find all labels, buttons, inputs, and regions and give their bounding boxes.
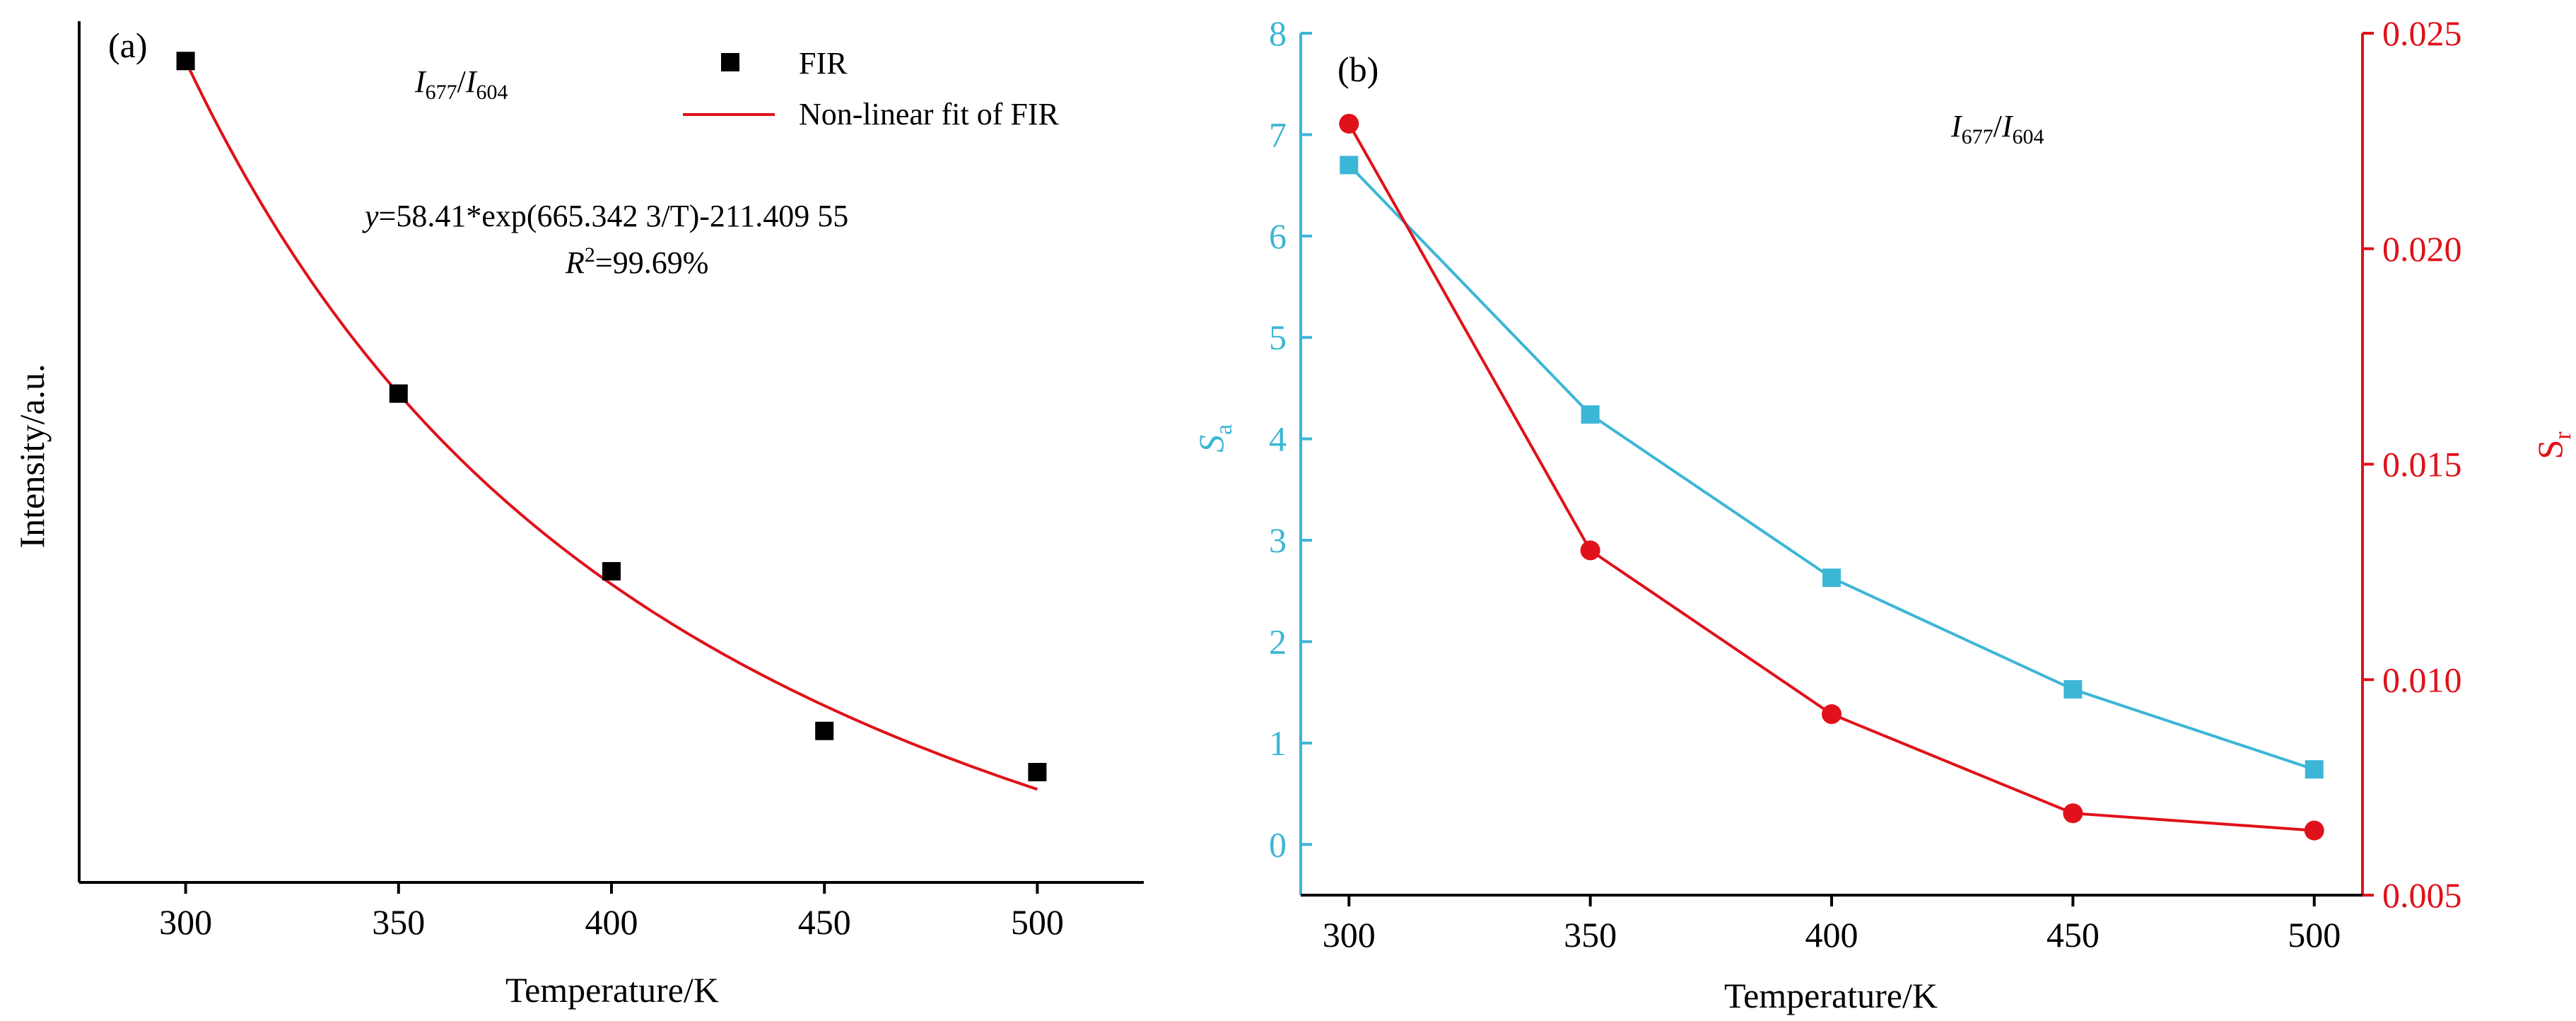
a-equation-body: =58.41*exp(665.342 3/T)-211.409 55 — [379, 199, 849, 233]
a-fir-point — [1028, 762, 1047, 781]
a-r-squared-value: =99.69% — [595, 245, 708, 280]
b-left-y-tick-label: 3 — [1269, 520, 1287, 560]
b-sr-point — [2063, 803, 2083, 824]
a-x-ticks: 300 350 400 450 500 — [159, 882, 1064, 942]
legend-square-marker — [721, 53, 739, 71]
b-left-y-label-main: S — [1191, 435, 1231, 453]
a-x-tick-label: 400 — [585, 902, 638, 942]
b-panel-label: (b) — [1337, 49, 1378, 89]
b-left-y-tick-label: 7 — [1269, 115, 1287, 154]
b-sa-line — [1347, 164, 2315, 771]
b-ratio-n2: 604 — [2013, 125, 2044, 148]
b-sa-point — [2305, 760, 2324, 779]
b-left-y-ticks: 0 1 2 3 4 5 6 7 8 — [1269, 13, 1312, 864]
a-ratio-annotation: I677/I604 — [414, 64, 508, 104]
a-legend: FIR Non-linear fit of FIR — [683, 46, 1059, 132]
b-left-y-tick-label: 0 — [1269, 824, 1287, 864]
a-r-squared: R2=99.69% — [565, 243, 708, 281]
b-right-y-ticks: 0.005 0.010 0.015 0.020 0.025 — [2363, 13, 2462, 915]
b-x-tick-label: 400 — [1805, 915, 1858, 955]
b-sa-point — [1340, 156, 1359, 175]
b-left-y-tick-label: 5 — [1269, 317, 1287, 357]
b-right-y-label-sub: r — [2550, 431, 2576, 440]
a-fir-point — [815, 721, 834, 740]
b-sa-point — [1822, 568, 1841, 588]
b-sr-point — [1339, 113, 1359, 134]
a-fit-curve — [184, 60, 1038, 791]
b-x-axis-label: Temperature/K — [1724, 976, 1938, 1015]
b-right-y-tick-label: 0.005 — [2382, 875, 2462, 915]
b-x-ticks: 300 350 400 450 500 — [1323, 895, 2341, 955]
b-right-y-axis-label: Sr — [2530, 431, 2576, 460]
b-x-tick-label: 350 — [1564, 915, 1617, 955]
a-equation: y=58.41*exp(665.342 3/T)-211.409 55 — [362, 199, 848, 233]
a-ratio-n2: 604 — [476, 81, 508, 104]
b-sa-point — [2063, 679, 2083, 699]
legend-item-fit: Non-linear fit of FIR — [799, 97, 1059, 132]
b-left-y-label-sub: a — [1211, 424, 1237, 435]
b-sr-line — [1347, 123, 2314, 832]
b-sa-points — [1340, 156, 2324, 779]
b-right-y-tick-label: 0.010 — [2382, 660, 2462, 699]
b-left-y-tick-label: 1 — [1269, 723, 1287, 763]
panel-b: 300 350 400 450 500 0 1 2 3 4 5 6 7 8 0.005 0.010 0.01… — [1191, 13, 2576, 1015]
b-sr-point — [1822, 704, 1842, 725]
b-x-tick-label: 300 — [1323, 915, 1376, 955]
panel-a: 300 350 400 450 500 (a) I677/I604 y=58.41*ex… — [12, 21, 1144, 1010]
b-sa-point — [1581, 405, 1600, 424]
b-left-y-tick-label: 2 — [1269, 622, 1287, 661]
b-ratio-n1: 677 — [1962, 125, 1994, 148]
b-right-y-tick-label: 0.020 — [2382, 229, 2462, 269]
b-ratio-annotation: I677/I604 — [1950, 109, 2044, 148]
b-right-y-tick-label: 0.025 — [2382, 13, 2462, 53]
a-ratio-n1: 677 — [426, 81, 457, 104]
a-fir-point — [602, 561, 621, 580]
b-x-tick-label: 500 — [2288, 915, 2341, 955]
a-x-axis-label: Temperature/K — [505, 970, 719, 1010]
legend-item-fir: FIR — [799, 46, 848, 81]
a-x-tick-label: 500 — [1011, 902, 1064, 942]
b-right-y-label-main: S — [2530, 440, 2570, 460]
a-x-tick-label: 350 — [372, 902, 425, 942]
a-fir-point — [389, 384, 408, 403]
b-left-y-tick-label: 4 — [1269, 419, 1287, 459]
b-left-y-axis-label: Sa — [1191, 424, 1237, 453]
a-x-tick-label: 450 — [798, 902, 851, 942]
b-sr-point — [1580, 540, 1600, 561]
b-left-y-tick-label: 6 — [1269, 216, 1287, 256]
a-x-tick-label: 300 — [159, 902, 212, 942]
b-left-y-tick-label: 8 — [1269, 13, 1287, 53]
b-sr-points — [1339, 113, 2324, 841]
a-panel-label: (a) — [108, 25, 148, 65]
b-sr-point — [2304, 820, 2324, 841]
b-x-tick-label: 450 — [2047, 915, 2100, 955]
a-fir-point — [176, 52, 195, 71]
a-fir-points — [176, 52, 1047, 781]
b-right-y-tick-label: 0.015 — [2382, 445, 2462, 484]
a-y-axis-label: Intensity/a.u. — [12, 363, 52, 548]
